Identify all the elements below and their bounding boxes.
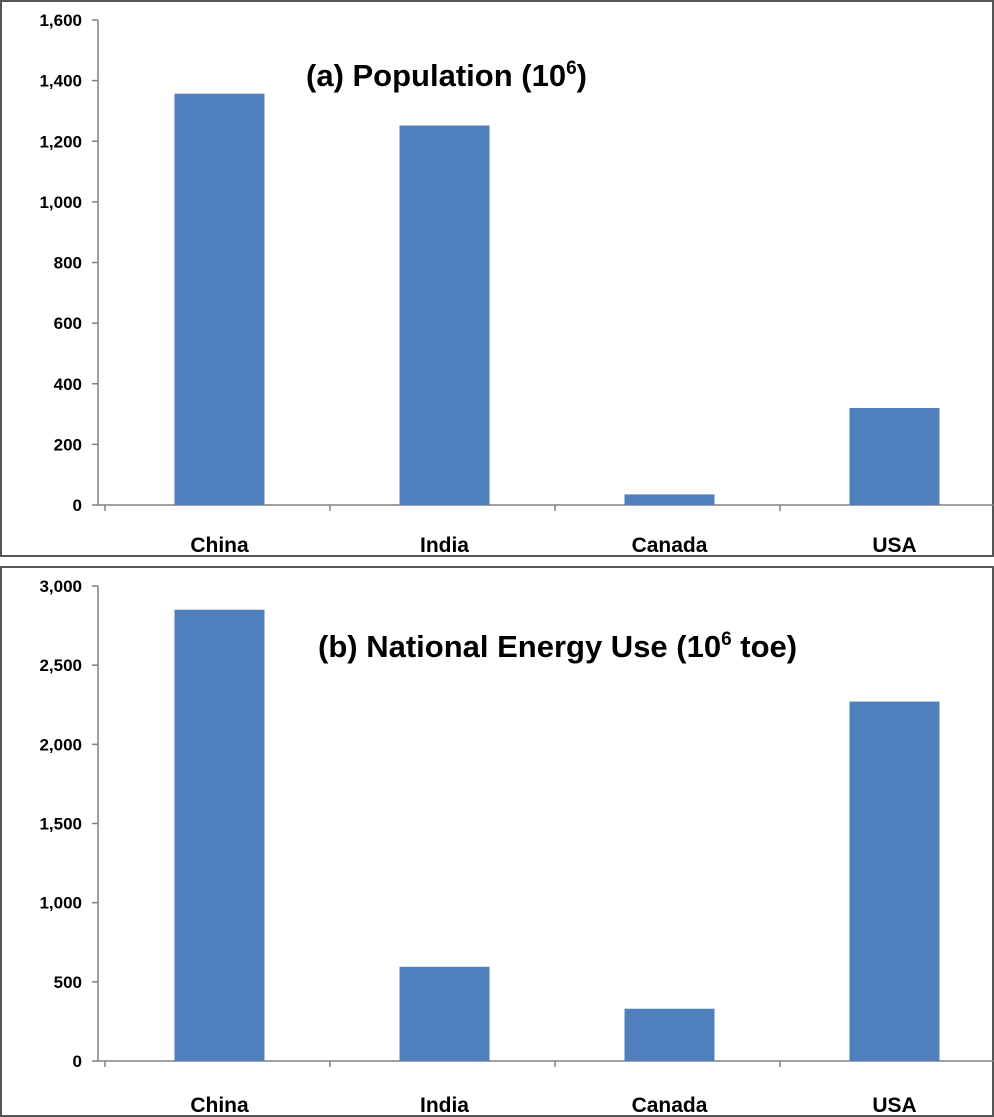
y-tick-label: 1,500 — [39, 815, 82, 834]
bar-canada — [624, 1008, 715, 1061]
chart-title: (a) Population (106) — [306, 58, 587, 93]
bar-china — [174, 609, 265, 1061]
y-tick-label: 1,600 — [39, 11, 82, 30]
y-tick-label: 400 — [54, 375, 82, 394]
y-tick-label: 2,500 — [39, 656, 82, 675]
y-tick-label: 600 — [54, 314, 82, 333]
category-label-india: India — [420, 534, 469, 557]
population-chart-frame — [0, 0, 994, 557]
bar-china — [174, 93, 265, 506]
category-label-china: China — [190, 1094, 249, 1117]
y-tick-label: 0 — [73, 1052, 82, 1071]
category-label-canada: Canada — [632, 534, 708, 557]
bar-usa — [849, 701, 940, 1061]
y-tick-label: 800 — [54, 254, 82, 273]
energy-use-chart: 0 500 1,000 1,500 2,000 2,500 3,000 China India C… — [0, 566, 994, 1117]
y-tick-label: 1,200 — [39, 132, 82, 151]
category-label-canada: Canada — [632, 1094, 708, 1117]
y-tick-label: 1,000 — [39, 193, 82, 212]
y-tick-label: 500 — [54, 973, 82, 992]
y-tick-label: 0 — [73, 496, 82, 515]
energy-use-chart-frame — [0, 566, 994, 1117]
population-chart: 0 200 400 600 800 1,000 1,200 1,400 1,600 China In… — [0, 0, 994, 557]
chart-title: (b) National Energy Use (106 toe) — [318, 629, 797, 664]
y-tick-label: 3,000 — [39, 577, 82, 596]
chart-panel-population: 0 200 400 600 800 1,000 1,200 1,400 1,600 China In… — [0, 0, 994, 557]
category-label-usa: USA — [872, 1094, 916, 1117]
category-label-india: India — [420, 1094, 469, 1117]
bar-india — [399, 125, 490, 506]
category-label-usa: USA — [872, 534, 916, 557]
category-label-china: China — [190, 534, 249, 557]
chart-panel-energy-use: 0 500 1,000 1,500 2,000 2,500 3,000 China India C… — [0, 566, 994, 1117]
y-tick-label: 1,000 — [39, 894, 82, 913]
bar-usa — [849, 408, 940, 505]
bar-india — [399, 966, 490, 1061]
y-tick-label: 1,400 — [39, 72, 82, 91]
y-tick-label: 200 — [54, 435, 82, 454]
y-tick-label: 2,000 — [39, 735, 82, 754]
bar-canada — [624, 494, 715, 505]
